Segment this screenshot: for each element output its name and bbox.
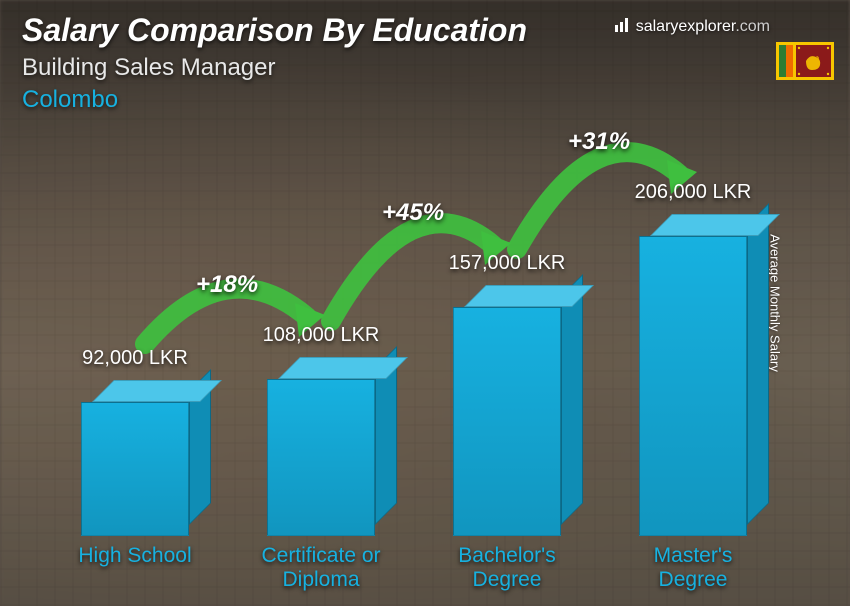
- flag-sri-lanka: [776, 42, 834, 80]
- bar-category-label: High School: [40, 544, 230, 568]
- bar-category-label: Bachelor'sDegree: [412, 544, 602, 592]
- bar-value-label: 157,000 LKR: [407, 252, 607, 275]
- increase-label: +18%: [196, 271, 258, 299]
- brand-suffix: .com: [735, 18, 770, 35]
- brand-text: salaryexplorer: [636, 18, 736, 35]
- chart-subtitle: Building Sales Manager: [22, 54, 276, 82]
- bar-chart: 92,000 LKRHigh School108,000 LKRCertific…: [40, 100, 790, 536]
- bar-value-label: 92,000 LKR: [35, 347, 235, 370]
- bar-category-label: Master'sDegree: [598, 544, 788, 592]
- chart-title: Salary Comparison By Education: [22, 12, 527, 49]
- increase-label: +45%: [382, 199, 444, 227]
- brand-logo: salaryexplorer.com: [615, 18, 770, 36]
- chart-icon: [615, 18, 631, 32]
- bar-category-label: Certificate orDiploma: [226, 544, 416, 592]
- infographic-container: Salary Comparison By Education Building …: [0, 0, 850, 606]
- bar-value-label: 206,000 LKR: [593, 181, 793, 204]
- increase-label: +31%: [568, 128, 630, 156]
- bar-value-label: 108,000 LKR: [221, 324, 421, 347]
